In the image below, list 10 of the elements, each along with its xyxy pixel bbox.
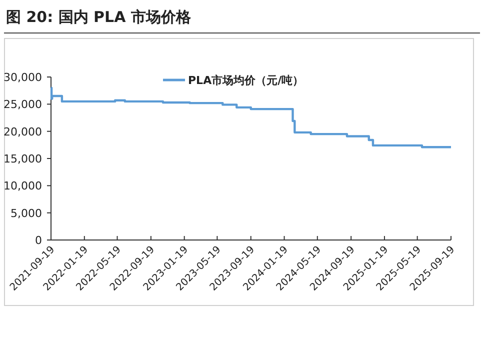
y-tick-label: 25,000 xyxy=(4,98,42,112)
y-tick-label: 30,000 xyxy=(4,71,42,84)
y-tick-label: 0 xyxy=(35,234,42,247)
legend-label: PLA市场均价（元/吨） xyxy=(188,74,304,87)
y-tick-label: 15,000 xyxy=(4,152,42,166)
y-tick-label: 10,000 xyxy=(4,180,42,193)
legend: PLA市场均价（元/吨） xyxy=(163,74,304,87)
y-tick-label: 5,000 xyxy=(10,206,42,220)
chart-title: 图 20: 国内 PLA 市场价格 xyxy=(6,8,192,26)
y-tick-label: 20,000 xyxy=(4,125,42,138)
